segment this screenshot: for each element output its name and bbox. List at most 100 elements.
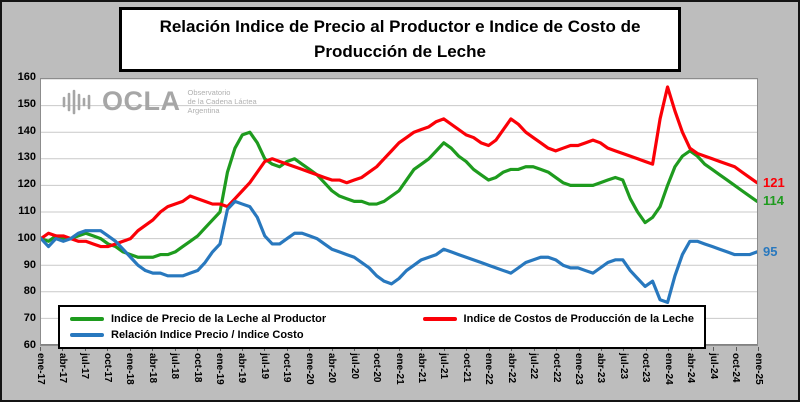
x-tickmark: [84, 347, 86, 351]
x-tickmark: [713, 347, 715, 351]
y-tick-label-80: 80: [23, 285, 36, 298]
plot-panel: OCLA Observatorio de la Cadena Láctea Ar…: [40, 78, 758, 349]
x-tickmark: [354, 347, 356, 351]
x-tick-label-oct-24: oct-24: [730, 353, 742, 383]
series-line-relacion: [41, 199, 757, 305]
end-value-label-costos: 121: [763, 174, 785, 190]
chart-legend: Indice de Precio de la Leche al Producto…: [58, 305, 706, 349]
x-tick-label-oct-18: oct-18: [191, 353, 203, 383]
x-tick-label-abr-23: abr-23: [595, 353, 607, 384]
x-tickmark: [443, 347, 445, 351]
x-tickmark: [578, 347, 580, 351]
x-tick-label-jul-24: jul-24: [707, 353, 719, 380]
x-tick-label-ene-25: ene-25: [752, 353, 764, 385]
x-tick-label-ene-19: ene-19: [214, 353, 225, 385]
x-tickmark: [511, 347, 513, 351]
ocla-subtitle-line-2: de la Cadena Láctea: [187, 97, 257, 106]
x-tickmark: [376, 347, 378, 351]
x-tick-label-ene-22: ene-22: [483, 353, 495, 385]
legend-label-relacion: Relación Indice Precio / Indice Costo: [111, 329, 304, 341]
relacion-line-swatch: [70, 333, 104, 337]
x-tickmark: [197, 347, 199, 351]
x-tickmark: [645, 347, 647, 351]
x-tickmark: [241, 347, 243, 351]
x-tick-label-abr-21: abr-21: [415, 353, 427, 384]
y-tick-label-160: 160: [17, 71, 36, 83]
ocla-subtitle-line-1: Observatorio: [187, 88, 231, 97]
x-tick-label-oct-20: oct-20: [371, 353, 383, 383]
end-value-label-precio: 114: [763, 193, 784, 209]
legend-item-relacion: Relación Indice Precio / Indice Costo: [70, 329, 432, 341]
x-tickmark: [600, 347, 602, 351]
x-tick-label-abr-19: abr-19: [236, 353, 248, 384]
x-tick-label-jul-23: jul-23: [617, 353, 629, 380]
x-tickmark: [107, 347, 109, 351]
x-tick-label-jul-20: jul-20: [348, 353, 360, 380]
x-tick-label-oct-19: oct-19: [281, 353, 293, 383]
line-chart: [41, 79, 757, 345]
y-tick-label-130: 130: [17, 151, 36, 164]
x-tickmark: [533, 347, 535, 351]
x-tick-label-jul-17: jul-17: [79, 353, 91, 380]
x-tick-label-ene-17: ene-17: [34, 353, 46, 385]
x-tickmark: [421, 347, 423, 351]
ocla-logo: OCLA Observatorio de la Cadena Láctea Ar…: [61, 88, 257, 115]
x-tick-label-jul-21: jul-21: [438, 353, 450, 380]
ocla-subtitle-line-3: Argentina: [187, 106, 220, 115]
series-line-costos: [41, 85, 757, 249]
x-tick-label-abr-22: abr-22: [505, 353, 517, 384]
x-tickmark: [264, 347, 266, 351]
x-tickmark: [286, 347, 288, 351]
x-tickmark: [735, 347, 737, 351]
x-tickmark: [690, 347, 692, 351]
x-tick-label-ene-21: ene-21: [393, 353, 405, 385]
x-tick-label-ene-24: ene-24: [662, 353, 674, 385]
precio-line-swatch: [70, 317, 104, 321]
x-tickmark: [331, 347, 333, 351]
x-tickmark: [466, 347, 468, 351]
legend-row-1: Indice de Precio de la Leche al Producto…: [70, 311, 694, 327]
chart-title: Relación Indice de Precio al Productor e…: [119, 7, 681, 73]
y-tick-label-110: 110: [18, 205, 36, 217]
y-tick-label-90: 90: [23, 258, 36, 271]
costos-line-swatch: [422, 317, 457, 321]
x-tick-label-abr-17: abr-17: [56, 353, 68, 384]
x-tick-label-ene-18: ene-18: [124, 353, 136, 385]
x-tickmark: [488, 347, 490, 351]
y-tick-label-150: 150: [17, 97, 36, 110]
x-tick-label-abr-18: abr-18: [146, 353, 158, 384]
ocla-logo-name: OCLA: [102, 86, 181, 116]
x-tick-label-oct-17: oct-17: [101, 353, 113, 383]
y-tick-label-100: 100: [17, 231, 36, 244]
legend-label-precio: Indice de Precio de la Leche al Producto…: [111, 313, 327, 325]
y-tick-label-60: 60: [23, 339, 36, 351]
x-tick-label-oct-22: oct-22: [550, 353, 562, 383]
x-tickmark: [668, 347, 670, 351]
x-tick-label-oct-23: oct-23: [640, 353, 652, 383]
y-tick-label-120: 120: [17, 178, 36, 191]
x-tick-label-ene-23: ene-23: [573, 353, 584, 385]
x-tick-label-jul-22: jul-22: [528, 353, 540, 380]
chart-title-text: Relación Indice de Precio al Productor e…: [159, 17, 641, 61]
legend-item-costos: Indice de Costos de Producción de la Lec…: [422, 313, 694, 325]
x-tickmark: [62, 347, 64, 351]
end-value-label-relacion: 95: [763, 244, 778, 260]
x-tick-label-ene-20: ene-20: [303, 353, 315, 385]
y-tick-label-70: 70: [23, 312, 36, 325]
legend-row-2: Relación Indice Precio / Indice Costo: [70, 327, 694, 343]
x-tickmark: [40, 347, 41, 351]
x-tickmark: [174, 347, 176, 351]
x-tick-label-oct-21: oct-21: [460, 353, 472, 383]
x-tick-label-abr-24: abr-24: [685, 353, 697, 384]
x-tick-label-abr-20: abr-20: [326, 353, 338, 384]
x-tickmark: [399, 347, 400, 351]
series-line-precio: [41, 130, 757, 259]
x-tick-label-jul-19: jul-19: [258, 353, 270, 380]
x-tickmark: [309, 347, 311, 351]
x-tickmark: [152, 347, 154, 351]
x-tickmark: [623, 347, 625, 351]
ocla-waveform-icon: [62, 89, 91, 114]
x-tickmark: [758, 347, 759, 351]
x-tickmark: [219, 347, 221, 351]
